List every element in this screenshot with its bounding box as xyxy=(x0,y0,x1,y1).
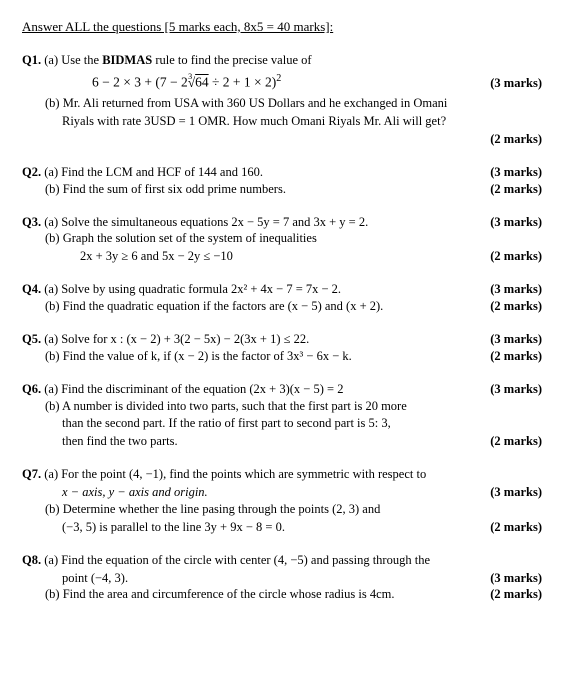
question-6: Q6. (a) Find the discriminant of the equ… xyxy=(22,381,542,451)
q2-a-marks: (3 marks) xyxy=(490,164,542,181)
q5-a: (a) Solve for x : (x − 2) + 3(2 − 5x) − … xyxy=(44,332,309,346)
q3-b-l2: 2x + 3y ≥ 6 and 5x − 2y ≤ −10 xyxy=(22,248,482,265)
q6-b-l1: (b) A number is divided into two parts, … xyxy=(22,398,542,415)
question-5: Q5. (a) Solve for x : (x − 2) + 3(2 − 5x… xyxy=(22,331,542,365)
q6-label: Q6. xyxy=(22,382,41,396)
q7-a-l1: (a) For the point (4, −1), find the poin… xyxy=(44,467,426,481)
q8-a-l1: (a) Find the equation of the circle with… xyxy=(44,553,430,567)
q4-a-marks: (3 marks) xyxy=(490,281,542,298)
q7-b-l1: (b) Determine whether the line pasing th… xyxy=(22,501,542,518)
q2-a: (a) Find the LCM and HCF of 144 and 160. xyxy=(44,165,263,179)
question-7: Q7. (a) For the point (4, −1), find the … xyxy=(22,466,542,536)
q8-label: Q8. xyxy=(22,553,41,567)
q1-label: Q1. xyxy=(22,53,41,67)
q1-b-l2: Riyals with rate 3USD = 1 OMR. How much … xyxy=(22,113,542,130)
q7-b-l2: (−3, 5) is parallel to the line 3y + 9x … xyxy=(22,519,482,536)
q6-b-l3: then find the two parts. xyxy=(22,433,482,450)
question-4: Q4. (a) Solve by using quadratic formula… xyxy=(22,281,542,315)
q5-b-marks: (2 marks) xyxy=(490,348,542,365)
q8-a-l2: point (−4, 3). xyxy=(22,570,482,587)
q6-a-marks: (3 marks) xyxy=(490,381,542,398)
question-1: Q1. (a) Use the BIDMAS rule to find the … xyxy=(22,52,542,148)
q6-b-marks: (2 marks) xyxy=(490,433,542,450)
q1-formula: 6 − 2 × 3 + (7 − 23√64 ÷ 2 + 1 × 2)2 xyxy=(22,72,281,92)
question-3: Q3. (a) Solve the simultaneous equations… xyxy=(22,214,542,266)
q5-a-marks: (3 marks) xyxy=(490,331,542,348)
q4-b-marks: (2 marks) xyxy=(490,298,542,315)
q2-label: Q2. xyxy=(22,165,41,179)
q1-a-marks: (3 marks) xyxy=(490,75,542,92)
q3-a: (a) Solve the simultaneous equations 2x … xyxy=(44,215,368,229)
q6-b-l2: than the second part. If the ratio of fi… xyxy=(22,415,542,432)
q8-b: (b) Find the area and circumference of t… xyxy=(22,586,482,603)
q6-a: (a) Find the discriminant of the equatio… xyxy=(44,382,343,396)
q4-b: (b) Find the quadratic equation if the f… xyxy=(22,298,482,315)
q7-b-marks: (2 marks) xyxy=(490,519,542,536)
q1-a-text2: rule to find the precise value of xyxy=(152,53,311,67)
q3-b-marks: (2 marks) xyxy=(490,248,542,265)
q2-b-marks: (2 marks) xyxy=(490,181,542,198)
q3-b: (b) Graph the solution set of the system… xyxy=(22,230,542,247)
question-8: Q8. (a) Find the equation of the circle … xyxy=(22,552,542,604)
q7-label: Q7. xyxy=(22,467,41,481)
q5-b: (b) Find the value of k, if (x − 2) is t… xyxy=(22,348,482,365)
q7-a-l2: x − axis, y − axis and origin. xyxy=(22,484,482,501)
q8-b-marks: (2 marks) xyxy=(490,586,542,603)
q7-a-marks: (3 marks) xyxy=(490,484,542,501)
q4-a: (a) Solve by using quadratic formula 2x²… xyxy=(44,282,341,296)
q2-b: (b) Find the sum of first six odd prime … xyxy=(22,181,482,198)
q1-bidmas: BIDMAS xyxy=(102,53,152,67)
q3-a-marks: (3 marks) xyxy=(490,214,542,231)
q3-label: Q3. xyxy=(22,215,41,229)
q1-a-text: (a) Use the xyxy=(44,53,102,67)
q8-a-marks: (3 marks) xyxy=(490,570,542,587)
q1-b-marks: (2 marks) xyxy=(490,131,542,148)
q5-label: Q5. xyxy=(22,332,41,346)
question-2: Q2. (a) Find the LCM and HCF of 144 and … xyxy=(22,164,542,198)
q1-b-l1: (b) Mr. Ali returned from USA with 360 U… xyxy=(22,95,542,112)
header: Answer ALL the questions [5 marks each, … xyxy=(22,18,542,36)
q4-label: Q4. xyxy=(22,282,41,296)
